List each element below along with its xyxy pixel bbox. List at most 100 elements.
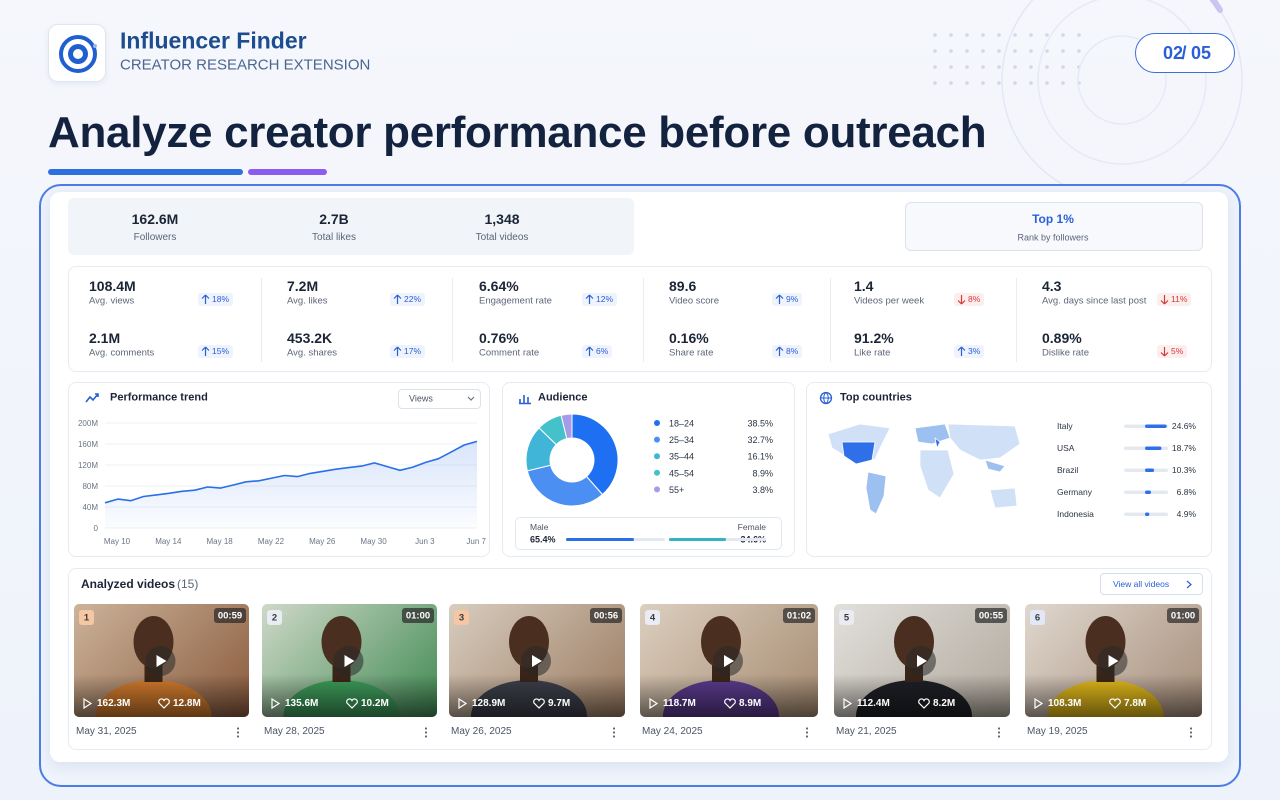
legend-dot	[654, 420, 660, 426]
menu-dot	[805, 727, 809, 730]
country-label: USA	[1057, 443, 1075, 453]
metric-value: 453.2K	[287, 330, 333, 346]
change-badge: 9%	[772, 293, 803, 306]
menu-dot	[1189, 735, 1193, 738]
country-value: 18.7%	[1172, 443, 1197, 453]
change-arrow	[775, 294, 784, 304]
video-thumbnail[interactable]: 3 00:56 128.9M 9.7M	[449, 604, 625, 717]
country-value: 10.3%	[1172, 465, 1197, 475]
arrow	[957, 295, 966, 305]
metric-label: Avg. comments	[89, 347, 155, 359]
y-tick-label: 120M	[78, 461, 98, 470]
overlay	[1025, 674, 1202, 717]
views: 128.9M	[472, 698, 506, 709]
likes-icon	[724, 698, 736, 709]
rank-card	[905, 202, 1203, 251]
bar	[1145, 468, 1155, 472]
metric-label: Avg. likes	[287, 295, 328, 307]
metric-label: Engagement rate	[479, 295, 552, 307]
play-icon	[344, 655, 355, 667]
rank-badge: 4	[645, 610, 660, 625]
overlay	[640, 674, 818, 717]
rank-badge: 2	[267, 610, 282, 625]
panel-title: Top countries	[840, 391, 912, 404]
menu-dot	[997, 731, 1001, 734]
donut-chart: 18–24 38.5% 25–34 32.7% 35–44 16.1% 45–54 8.9% 5…	[525, 413, 773, 507]
views: 135.6M	[285, 698, 319, 709]
metric-value: 0.76%	[479, 330, 519, 346]
likes-icon	[533, 698, 545, 709]
likes: 10.2M	[361, 698, 389, 709]
donut-segment	[571, 413, 619, 496]
change-arrow	[585, 346, 594, 356]
legend-dot	[654, 436, 660, 443]
divider	[1016, 278, 1017, 362]
legend-label: 55+	[669, 485, 684, 495]
metric-dropdown[interactable]: Views	[398, 389, 481, 409]
video-thumbnail[interactable]: 2 01:00 135.6M 10.2M	[262, 604, 437, 717]
rank-badge: 6	[1030, 610, 1045, 625]
video-date: May 24, 2025	[642, 726, 703, 737]
views: 112.4M	[857, 698, 890, 709]
metric-value: 2.1M	[89, 330, 121, 346]
overlay	[74, 674, 249, 717]
more-menu	[236, 727, 240, 738]
change-badge: 22%	[390, 293, 426, 306]
menu-dot	[997, 735, 1001, 738]
summary-label: Total videos	[475, 232, 529, 243]
views-icon	[843, 697, 853, 710]
arrow	[393, 346, 402, 356]
arrow	[775, 346, 784, 356]
more-menu	[805, 727, 809, 738]
menu-dot	[236, 735, 240, 738]
metric-value: 91.2%	[854, 330, 894, 346]
country-label: Brazil	[1057, 465, 1078, 475]
legend-dot	[654, 469, 660, 476]
arrow	[957, 346, 966, 356]
video-thumbnail[interactable]: 4 01:02 118.7M 8.9M	[640, 604, 818, 717]
views-icon	[1034, 697, 1044, 710]
bar	[1145, 446, 1162, 450]
video-date: May 31, 2025	[76, 726, 137, 737]
legend-label: 45–54	[669, 468, 694, 478]
overlay	[262, 674, 437, 717]
divider	[643, 278, 644, 362]
play-icon	[156, 655, 167, 667]
map-region	[865, 471, 887, 515]
line-chart: 0 40M 80M 120M 160M 200M May 10 May 14 May 18 May…	[78, 419, 487, 546]
panel-icon	[519, 395, 531, 405]
page-current: 02	[1163, 43, 1184, 63]
views-icon	[458, 697, 468, 710]
gender-bar	[669, 538, 727, 541]
stat-icons	[83, 697, 170, 710]
map-region	[841, 441, 876, 465]
rank-number: 4	[649, 611, 656, 623]
change-badge: 8%	[954, 293, 985, 306]
y-tick-label: 200M	[78, 419, 98, 428]
rank-badge: 5	[839, 610, 854, 625]
change-value: 17%	[404, 346, 422, 356]
arrow	[1160, 295, 1169, 305]
menu-dot	[805, 731, 809, 734]
chevron	[1186, 580, 1192, 589]
background-decoration	[928, 0, 1243, 200]
summary-value: 2.7B	[319, 211, 349, 227]
likes-icon	[346, 698, 358, 709]
chevron	[1186, 580, 1192, 589]
video-thumbnail[interactable]: 6 01:00 108.3M 7.8M	[1025, 604, 1202, 717]
views-icon	[649, 697, 659, 710]
divider	[452, 278, 453, 362]
video-thumbnail[interactable]: 1 00:59 162.3M 12.8M	[74, 604, 249, 717]
metrics-card	[68, 266, 1212, 372]
divider	[261, 278, 262, 362]
view-all-button[interactable]: View all videos	[1100, 573, 1203, 595]
menu-dot	[236, 731, 240, 734]
map-region	[934, 437, 941, 450]
views-icon	[271, 697, 281, 710]
map-region	[989, 487, 1018, 509]
video-thumbnail[interactable]: 5 00:55 112.4M 8.2M	[834, 604, 1010, 717]
underline-accent	[48, 169, 243, 175]
bar	[1145, 490, 1151, 494]
likes-icon	[1109, 698, 1121, 709]
